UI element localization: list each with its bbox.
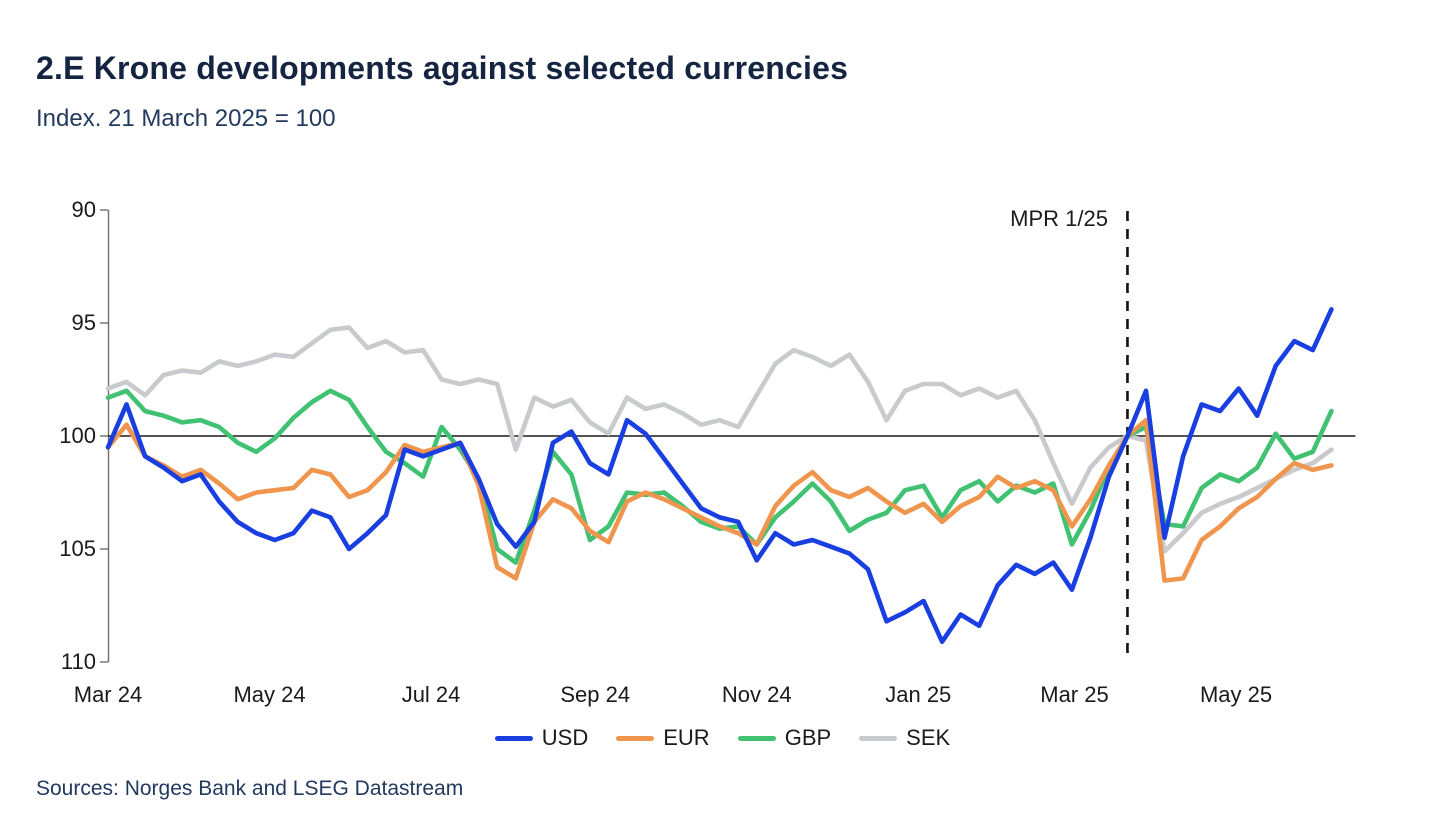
x-tick-label-may-24: May 24 <box>233 682 306 707</box>
legend-swatch-sek <box>859 735 898 741</box>
legend-label-eur: EUR <box>663 725 710 750</box>
y-tick-label-105: 105 <box>59 536 96 561</box>
y-tick-label-100: 100 <box>59 423 96 448</box>
series-line-eur <box>105 417 1334 583</box>
page-subtitle: Index. 21 March 2025 = 100 <box>36 105 336 132</box>
x-tick-label-jul-24: Jul 24 <box>401 682 461 707</box>
sources-note: Sources: Norges Bank and LSEG Datastream <box>36 777 464 800</box>
legend-swatch-usd <box>494 735 533 741</box>
chart-plot-area <box>100 209 1445 663</box>
x-tick-label-sep-24: Sep 24 <box>560 682 631 707</box>
legend-label-usd: USD <box>541 725 589 750</box>
legend-label-sek: SEK <box>906 725 951 750</box>
legend-item-eur: EUR <box>616 725 710 751</box>
x-tick-label-may-25: May 25 <box>1199 682 1273 707</box>
legend-swatch-eur <box>616 735 655 741</box>
legend-item-gbp: GBP <box>737 725 832 751</box>
x-tick-label-nov-24: Nov 24 <box>721 682 792 707</box>
legend-item-usd: USD <box>494 725 589 751</box>
chart-canvas <box>100 209 1356 663</box>
x-tick-label-jan-25: Jan 25 <box>885 682 952 707</box>
legend-label-gbp: GBP <box>784 725 832 750</box>
mpr-annotation-label: MPR 1/25 <box>1010 206 1108 231</box>
y-tick-label-110: 110 <box>60 649 96 674</box>
x-tick-label-mar-25: Mar 25 <box>1040 682 1109 707</box>
chart-legend: USD EUR GBP SEK <box>0 725 1445 751</box>
legend-swatch-gbp <box>737 735 776 741</box>
y-tick-label-90: 90 <box>71 197 96 222</box>
x-tick-label-mar-24: Mar 24 <box>73 682 143 707</box>
page-title: 2.E Krone developments against selected … <box>36 50 849 86</box>
y-tick-label-95: 95 <box>71 310 96 335</box>
series-line-usd <box>105 307 1334 645</box>
legend-item-sek: SEK <box>859 725 950 751</box>
